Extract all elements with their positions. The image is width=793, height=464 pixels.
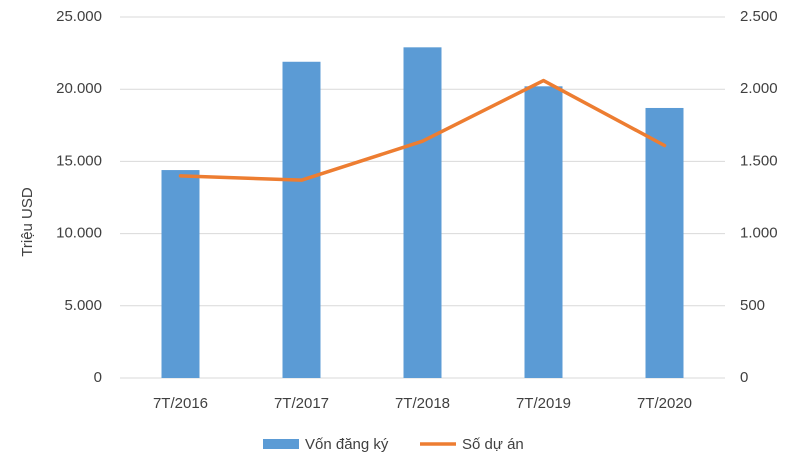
bar xyxy=(161,170,200,378)
legend-swatch xyxy=(263,439,299,449)
x-tick-label: 7T/2017 xyxy=(274,395,329,412)
y2-tick-label: 1.500 xyxy=(740,152,778,169)
bar xyxy=(403,47,442,378)
y-axis-label: Triệu USD xyxy=(19,187,36,257)
y-tick-label: 20.000 xyxy=(56,80,102,97)
y2-tick-label: 2.500 xyxy=(740,8,778,25)
y-tick-label: 25.000 xyxy=(56,8,102,25)
x-tick-label: 7T/2018 xyxy=(395,395,450,412)
x-tick-label: 7T/2019 xyxy=(516,395,571,412)
x-tick-label: 7T/2020 xyxy=(637,395,692,412)
bar xyxy=(282,61,321,378)
y2-tick-label: 500 xyxy=(740,297,765,314)
legend-label: Vốn đăng ký xyxy=(305,436,389,453)
y2-tick-label: 1.000 xyxy=(740,225,778,242)
line xyxy=(178,78,667,182)
x-tick-label: 7T/2016 xyxy=(153,395,208,412)
bar xyxy=(645,107,684,379)
y-tick-label: 15.000 xyxy=(56,152,102,169)
y2-tick-label: 2.000 xyxy=(740,80,778,97)
y2-tick-label: 0 xyxy=(740,369,748,386)
y-tick-label: 5.000 xyxy=(64,297,102,314)
y-tick-label: 10.000 xyxy=(56,225,102,242)
bar xyxy=(524,86,563,378)
legend-label: Số dự án xyxy=(462,436,524,453)
y-tick-label: 0 xyxy=(94,369,102,386)
